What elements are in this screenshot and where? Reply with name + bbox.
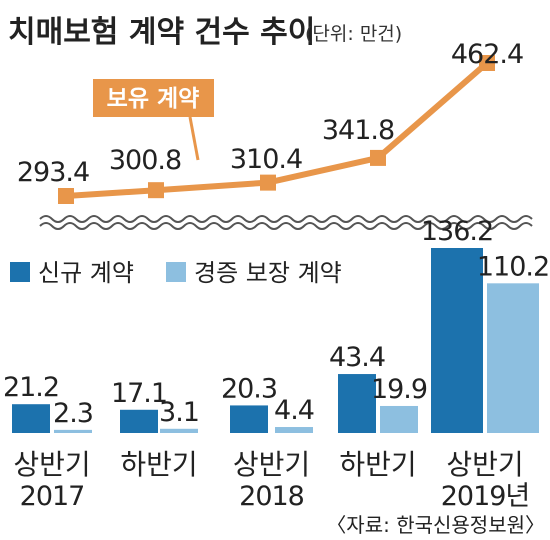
bar-value-label-new: 43.4: [329, 342, 385, 373]
bar-new-contracts: [338, 374, 376, 433]
bar-new-contracts: [120, 409, 158, 433]
bar-new-contracts: [12, 404, 50, 433]
bar-value-label-mild: 2.3: [53, 398, 93, 429]
bar-mild-coverage: [275, 427, 313, 433]
bar-value-label-new: 17.1: [111, 378, 167, 409]
bar-value-label-mild: 19.9: [371, 374, 427, 405]
bar-value-label-new: 20.3: [221, 373, 277, 404]
badge-label: 보유 계약: [107, 86, 200, 112]
unit-label: (단위: 만건): [305, 23, 402, 45]
source-note: 〈자료: 한국신용정보원〉: [326, 513, 545, 537]
new-contracts-bar-chart: 21.22.3상반기201717.13.1하반기20.34.4상반기201843…: [3, 216, 550, 512]
line-value-label: 300.8: [109, 145, 181, 176]
legend: 신규 계약 경증 보장 계약: [10, 259, 342, 287]
bar-value-label-mild: 110.2: [477, 251, 549, 282]
bar-mild-coverage: [380, 405, 418, 433]
bar-value-label-new: 136.2: [421, 216, 493, 247]
series-badge: 보유 계약: [93, 79, 214, 161]
category-label: 하반기: [120, 448, 197, 481]
legend-swatch-mild: [166, 262, 186, 282]
bar-mild-coverage: [160, 428, 198, 433]
bar-new-contracts: [431, 248, 483, 433]
legend-swatch-new: [10, 262, 30, 282]
line-marker: [370, 149, 386, 166]
line-marker: [260, 174, 276, 191]
chart-title: 치매보험 계약 건수 추이: [8, 15, 315, 50]
category-year-label: 2018: [239, 481, 304, 512]
badge-box: [93, 79, 214, 117]
axis-break: [39, 215, 533, 230]
line-value-label: 310.4: [230, 144, 302, 175]
bar-mild-coverage: [54, 429, 92, 433]
category-year-label: 2019년: [441, 481, 530, 512]
category-label: 하반기: [339, 448, 416, 481]
break-wave-lower: [39, 222, 533, 230]
holding-contracts-line-chart: 293.4 300.8 310.4 341.8 462.4: [17, 39, 524, 204]
legend-label-mild: 경증 보장 계약: [194, 259, 342, 287]
break-wave-upper: [39, 215, 533, 223]
line-value-label: 462.4: [451, 39, 523, 70]
category-year-label: 2017: [20, 481, 85, 512]
bar-new-contracts: [230, 405, 268, 433]
line-marker: [148, 182, 164, 199]
category-label: 상반기: [446, 448, 523, 481]
bar-value-label-mild: 3.1: [159, 397, 199, 428]
badge-pointer: [188, 116, 200, 161]
legend-label-new: 신규 계약: [38, 259, 134, 287]
category-label: 상반기: [233, 448, 310, 481]
line-marker: [479, 55, 495, 71]
bar-mild-coverage: [487, 283, 539, 433]
bar-value-label-new: 21.2: [3, 372, 59, 403]
category-label: 상반기: [13, 448, 90, 481]
bar-value-label-mild: 4.4: [274, 395, 314, 426]
line-marker: [58, 188, 74, 204]
line-value-label: 293.4: [17, 157, 89, 188]
line-value-label: 341.8: [322, 115, 394, 146]
